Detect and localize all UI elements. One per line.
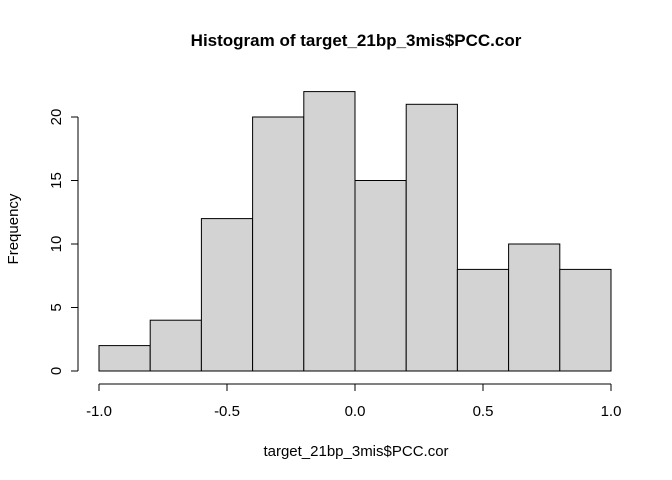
histogram-bar-4: [303, 91, 356, 372]
y-tick-label: 10: [48, 236, 65, 253]
bars-group: [98, 91, 612, 372]
x-tick-label: 0.5: [473, 403, 494, 420]
histogram-bar-3: [252, 116, 305, 372]
x-tick-label: -0.5: [214, 403, 240, 420]
x-axis: -1.0 -0.5 0.0 0.5 1.0: [86, 383, 622, 420]
y-axis-label: Frequency: [5, 193, 22, 264]
x-axis-label: target_21bp_3mis$PCC.cor: [263, 443, 448, 460]
histogram-bar-9: [559, 268, 612, 372]
y-tick-label: 15: [48, 172, 65, 189]
y-tick-label: 0: [48, 367, 65, 375]
chart-title: Histogram of target_21bp_3mis$PCC.cor: [191, 31, 522, 50]
histogram-bar-5: [354, 180, 407, 372]
histogram-bar-7: [456, 268, 510, 372]
histogram-bar-6: [405, 103, 458, 372]
y-tick-label: 20: [48, 109, 65, 126]
x-tick-label: 0.0: [345, 403, 366, 420]
histogram-bar-0: [98, 345, 151, 372]
x-tick-label: 1.0: [601, 403, 622, 420]
x-tick-label: -1.0: [86, 403, 112, 420]
histogram-bar-2: [200, 218, 254, 372]
y-tick-label: 5: [48, 303, 65, 311]
histogram-bar-1: [149, 319, 202, 372]
y-axis: 0 5 10 15 20: [48, 109, 79, 375]
histogram-bar-8: [508, 243, 561, 372]
